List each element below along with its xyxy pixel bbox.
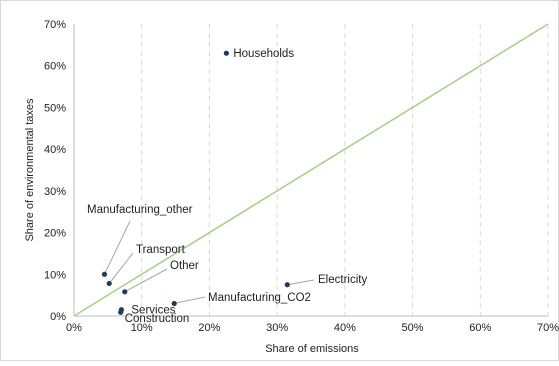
point-label: Other <box>170 260 199 272</box>
y-tick-label: 30% <box>44 186 66 198</box>
leader-line-layer <box>104 220 315 304</box>
x-tick-label: 70% <box>537 322 559 334</box>
axis-title-layer: Share of emissions Share of environmenta… <box>24 98 359 355</box>
x-tick-label: 20% <box>198 322 220 334</box>
point-label: Electricity <box>318 274 367 286</box>
data-point <box>171 300 177 307</box>
y-tick-label: 40% <box>44 144 66 156</box>
data-point <box>122 289 128 295</box>
y-tick-label: 50% <box>44 102 66 114</box>
point-label: Services <box>131 305 175 317</box>
point-label: Manufacturing_other <box>87 204 193 216</box>
reference-line-layer <box>73 23 549 317</box>
x-tick-label: 40% <box>334 322 356 334</box>
data-point <box>118 309 124 315</box>
point-label: Transport <box>136 244 186 256</box>
y-tick-label: 60% <box>44 61 66 73</box>
data-point <box>284 282 290 288</box>
x-tick-label: 10% <box>131 322 153 334</box>
data-point <box>101 271 108 277</box>
label-layer: Households Manufacturing_other Transport Ot… <box>87 48 367 325</box>
x-tick-label: 30% <box>266 322 288 334</box>
point-layer <box>101 50 290 315</box>
axis-layer: 0% 10% 20% 30% 40% 50% 60% 70% 0% 10% 20% 30% 40% 50%… <box>44 19 559 334</box>
point-label: Construction <box>125 313 190 325</box>
reference-line <box>73 23 549 317</box>
y-axis-title: Share of environmental taxes <box>24 98 36 242</box>
leader-line <box>108 252 134 284</box>
x-tick-label: 60% <box>469 322 491 334</box>
x-tick-label: 50% <box>402 322 424 334</box>
point-label: Manufacturing_CO2 <box>208 292 311 304</box>
point-label: Households <box>233 48 294 60</box>
x-tick-label: 0% <box>66 322 82 334</box>
y-tick-label: 0% <box>50 311 66 323</box>
data-point <box>223 50 229 56</box>
leader-line <box>124 268 168 293</box>
leader-line <box>287 279 315 286</box>
grid-layer <box>141 24 549 316</box>
y-tick-label: 20% <box>44 228 66 240</box>
x-axis-title: Share of emissions <box>265 343 359 355</box>
leader-line <box>104 220 131 275</box>
y-tick-label: 70% <box>44 19 66 31</box>
y-tick-label: 10% <box>44 269 66 281</box>
data-point <box>106 280 112 287</box>
leader-line <box>174 296 206 304</box>
